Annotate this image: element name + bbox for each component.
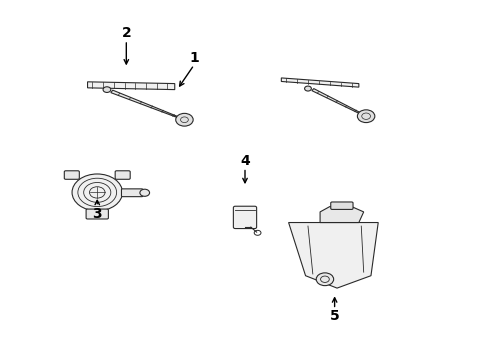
Text: 5: 5: [330, 310, 340, 324]
FancyBboxPatch shape: [122, 189, 143, 197]
Text: 2: 2: [122, 26, 131, 40]
Text: 1: 1: [189, 51, 199, 65]
FancyBboxPatch shape: [233, 206, 257, 229]
Circle shape: [103, 87, 111, 93]
FancyBboxPatch shape: [115, 171, 130, 179]
Circle shape: [316, 273, 334, 285]
FancyBboxPatch shape: [64, 171, 79, 179]
Text: 4: 4: [240, 153, 250, 167]
Polygon shape: [281, 78, 359, 87]
Polygon shape: [312, 89, 367, 117]
Circle shape: [140, 189, 149, 196]
Text: 3: 3: [93, 207, 102, 221]
FancyBboxPatch shape: [86, 209, 108, 219]
Polygon shape: [88, 82, 175, 90]
Polygon shape: [320, 207, 364, 222]
Circle shape: [305, 86, 311, 91]
FancyBboxPatch shape: [331, 202, 353, 210]
Circle shape: [176, 113, 193, 126]
Polygon shape: [289, 222, 378, 288]
Circle shape: [357, 110, 375, 122]
Circle shape: [72, 174, 122, 211]
Polygon shape: [111, 90, 185, 120]
